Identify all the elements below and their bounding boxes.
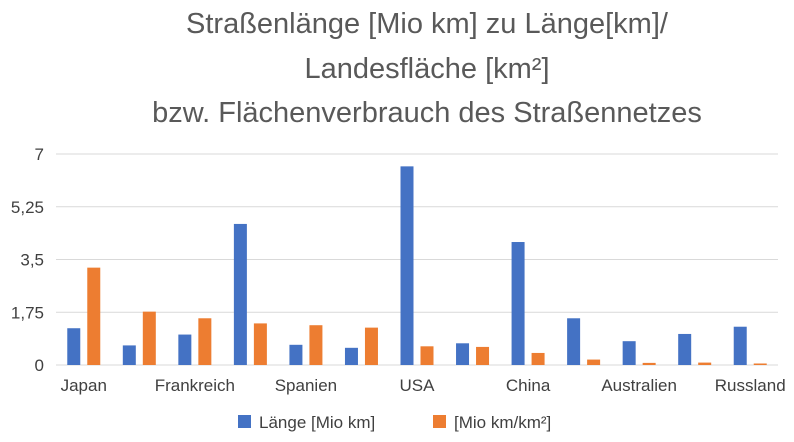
bar-laenge — [178, 334, 192, 365]
bar-laenge — [400, 166, 414, 365]
y-tick-label: 5,25 — [11, 198, 44, 217]
x-tick-label: USA — [400, 376, 436, 395]
legend: Länge [Mio km] [Mio km/km²] — [238, 413, 551, 432]
legend-label-mio-km-km2: [Mio km/km²] — [454, 413, 551, 432]
bar-laenge — [733, 326, 747, 365]
bar-mio-km-km2 — [642, 362, 656, 365]
chart-title-line-2: Landesfläche [km²] — [304, 53, 549, 85]
chart-title-line-3: bzw. Flächenverbrauch des Straßennetzes — [152, 97, 702, 129]
x-tick-label: Spanien — [275, 376, 337, 395]
y-tick-label: 1,75 — [11, 303, 44, 322]
bars — [67, 166, 767, 365]
x-axis-ticks: Japan Frankreich Spanien USA China Australien… — [61, 376, 786, 395]
bar-mio-km-km2 — [587, 359, 601, 365]
x-tick-label: Russland — [715, 376, 786, 395]
x-tick-label: China — [506, 376, 551, 395]
bar-mio-km-km2 — [753, 363, 767, 365]
y-tick-label: 0 — [35, 356, 44, 375]
x-tick-label: Australien — [601, 376, 677, 395]
bar-laenge — [622, 341, 636, 365]
bar-laenge — [122, 345, 136, 365]
bar-laenge — [511, 242, 525, 365]
bar-mio-km-km2 — [531, 352, 545, 365]
legend-label-laenge: Länge [Mio km] — [259, 413, 375, 432]
bar-laenge — [344, 347, 358, 365]
legend-swatch-mio-km-km2 — [433, 415, 446, 428]
bar-laenge — [233, 223, 247, 365]
x-tick-label: Frankreich — [155, 376, 235, 395]
grid — [56, 153, 778, 366]
bar-laenge — [678, 333, 692, 365]
y-axis-ticks: 0 1,75 3,5 5,25 7 — [11, 145, 44, 375]
bar-mio-km-km2 — [87, 267, 101, 365]
bar-laenge — [289, 344, 303, 365]
bar-laenge — [67, 328, 81, 365]
bar-mio-km-km2 — [476, 346, 490, 365]
bar-mio-km-km2 — [420, 346, 434, 365]
bar-mio-km-km2 — [142, 311, 156, 365]
legend-swatch-laenge — [238, 415, 251, 428]
bar-mio-km-km2 — [364, 327, 378, 365]
bar-mio-km-km2 — [253, 323, 267, 365]
bar-laenge — [567, 318, 581, 365]
chart-title: Straßenlänge [Mio km] zu Länge[km]/ Land… — [152, 8, 702, 129]
bar-laenge — [456, 343, 470, 365]
bar-mio-km-km2 — [309, 325, 323, 365]
chart-title-line-1: Straßenlänge [Mio km] zu Länge[km]/ — [186, 8, 669, 40]
bar-mio-km-km2 — [198, 318, 212, 365]
x-tick-label: Japan — [61, 376, 107, 395]
y-tick-label: 3,5 — [20, 251, 44, 270]
bar-mio-km-km2 — [698, 362, 712, 365]
y-tick-label: 7 — [35, 145, 44, 164]
